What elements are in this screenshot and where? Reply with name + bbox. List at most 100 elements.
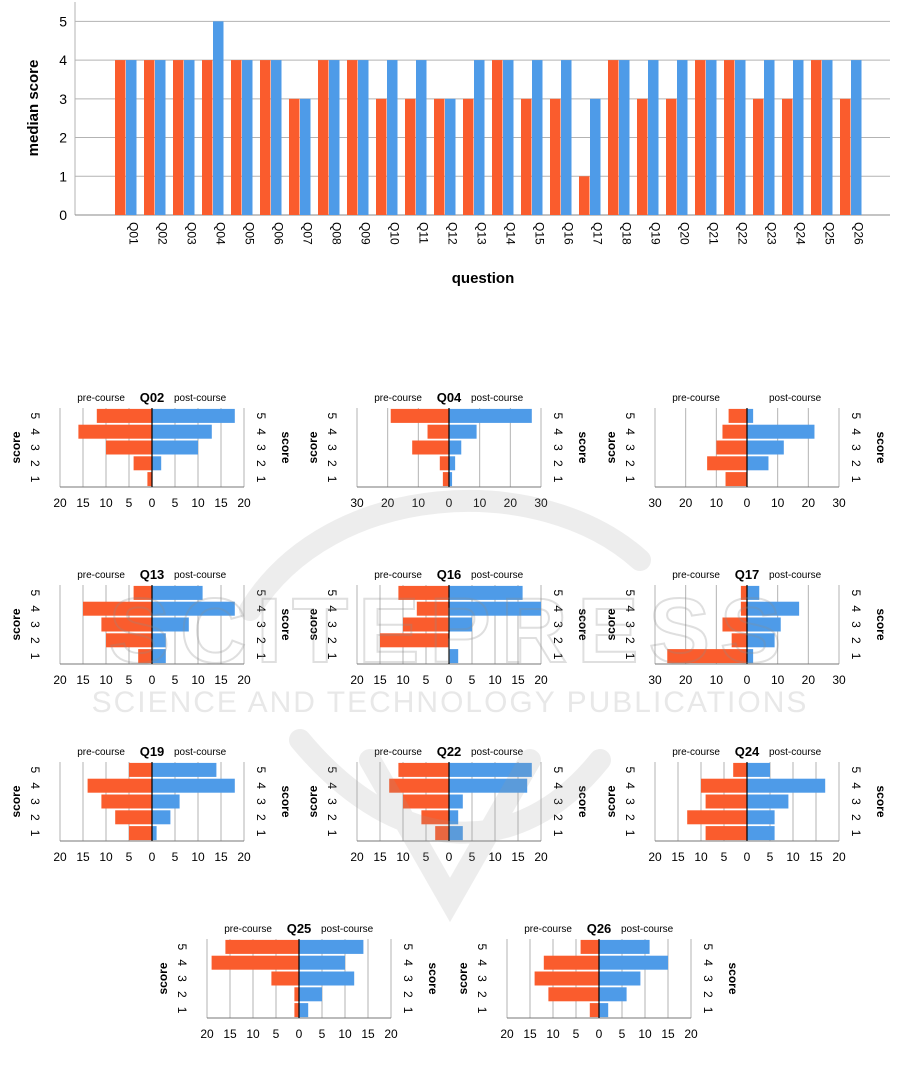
pyramid-score-label-right: 2 [254, 460, 268, 467]
pyramid-bar-pre [728, 408, 747, 423]
pyramid-x-tick-label: 30 [534, 496, 548, 508]
pyramid-score-label-right: 2 [551, 460, 565, 467]
pyramid-bar-pre [716, 440, 747, 455]
pyramid-x-tick-label: 10 [191, 673, 205, 685]
pyramid-bar-pre [733, 762, 747, 777]
main-x-tick-label: Q20 [678, 222, 692, 245]
pyramid-y-axis-label-left: score [604, 431, 618, 463]
pyramid-bar-pre [740, 585, 747, 600]
pyramid-score-label-left: 2 [325, 460, 339, 467]
pyramid-score-label-right: 3 [849, 621, 863, 628]
pyramid-bar-post [299, 1003, 309, 1018]
main-x-tick-label: Q19 [649, 222, 663, 245]
main-bar-series-2 [358, 60, 369, 215]
pyramid-x-tick-label: 10 [710, 496, 724, 508]
main-x-tick-label: Q10 [388, 222, 402, 245]
pyramid-bar-pre [380, 633, 449, 648]
pyramid-title: Q24 [735, 744, 760, 759]
pyramid-score-label-left: 2 [28, 814, 42, 821]
pyramid-bar-pre [439, 456, 449, 471]
main-x-tick-label: Q16 [562, 222, 576, 245]
pyramid-bar-pre [211, 955, 299, 970]
pyramid-x-tick-label: 15 [523, 1027, 537, 1039]
main-bar-series-1 [521, 98, 532, 215]
pyramid-score-label-left: 2 [623, 637, 637, 644]
pyramid-x-tick-label: 30 [648, 496, 662, 508]
main-x-tick-label: Q08 [330, 222, 344, 245]
pyramid-score-label-left: 4 [325, 782, 339, 789]
main-x-tick-label: Q12 [446, 222, 460, 245]
pyramid-score-label-left: 3 [623, 444, 637, 451]
main-bar-series-2 [822, 60, 833, 215]
pyramid-chart-q22: 20 15 10 5 0 5 10 15 20 5 5 4 4 3 3 2 2 1 1 score score pre-c… [306, 744, 590, 862]
pyramid-x-tick-label: 15 [76, 673, 90, 685]
main-y-tick-label: 3 [59, 91, 67, 107]
pyramid-x-tick-label: 20 [53, 673, 67, 685]
pyramid-score-label-right: 3 [849, 798, 863, 805]
main-bar-series-2 [590, 98, 601, 215]
pyramid-bar-pre [705, 794, 747, 809]
pyramid-chart-q13: 20 15 10 5 0 5 10 15 20 5 5 4 4 3 3 2 2 1 1 score score pre-c… [9, 567, 293, 685]
pyramid-score-label-right: 2 [551, 814, 565, 821]
pyramid-bar-post [299, 955, 345, 970]
main-bar-series-2 [677, 60, 688, 215]
pyramid-score-label-left: 4 [325, 605, 339, 612]
pyramid-bar-pre [87, 778, 152, 793]
pyramid-x-tick-label: 20 [200, 1027, 214, 1039]
pyramid-bar-pre [398, 585, 449, 600]
pyramid-bar-post [599, 971, 641, 986]
main-x-tick-label: Q15 [533, 222, 547, 245]
pyramid-x-tick-label: 10 [396, 673, 410, 685]
pyramid-bar-post [152, 585, 203, 600]
pyramid-x-tick-label: 20 [237, 673, 251, 685]
pyramid-bar-pre [701, 778, 747, 793]
pyramid-score-label-left: 5 [28, 590, 42, 597]
pyramid-bar-post [599, 955, 668, 970]
pyramid-bar-pre [294, 987, 299, 1002]
pyramid-bar-pre [390, 408, 449, 423]
pyramid-x-tick-label: 0 [446, 673, 453, 685]
pyramid-bar-pre [687, 810, 747, 825]
pyramid-y-axis-label-right: score [576, 608, 590, 640]
pyramid-score-label-left: 1 [475, 1007, 489, 1014]
pyramid-score-label-left: 4 [28, 428, 42, 435]
main-bar-series-2 [416, 60, 427, 215]
main-x-tick-label: Q14 [504, 222, 518, 245]
pyramid-score-label-right: 5 [551, 767, 565, 774]
pyramid-bar-post [449, 794, 463, 809]
pyramid-bar-post [747, 826, 775, 841]
main-bar-series-1 [579, 176, 590, 215]
pyramid-x-tick-label: 10 [473, 496, 487, 508]
pyramid-chart-q25: 20 15 10 5 0 5 10 15 20 5 5 4 4 3 3 2 2 1 1 score score pre-c… [156, 921, 440, 1039]
pyramid-score-label-right: 4 [849, 782, 863, 789]
pyramid-score-label-right: 2 [701, 991, 715, 998]
main-x-tick-label: Q06 [272, 222, 286, 245]
pyramid-score-label-left: 2 [28, 460, 42, 467]
main-x-tick-label: Q09 [359, 222, 373, 245]
pyramid-x-tick-label: 15 [223, 1027, 237, 1039]
pyramid-bar-pre [96, 408, 152, 423]
pyramid-score-label-left: 5 [325, 590, 339, 597]
pyramid-x-tick-label: 20 [504, 496, 518, 508]
main-bar-series-1 [782, 98, 793, 215]
pyramid-bar-pre [271, 971, 299, 986]
pyramid-score-label-left: 1 [28, 830, 42, 837]
pyramid-x-tick-label: 20 [679, 496, 693, 508]
pyramid-title: Q13 [140, 567, 165, 582]
pyramid-score-label-right: 2 [849, 814, 863, 821]
pyramid-y-axis-label-left: score [604, 608, 618, 640]
pyramid-bar-post [449, 601, 541, 616]
pyramid-score-label-left: 5 [623, 413, 637, 420]
pyramid-pre-course-label: pre-course [374, 570, 422, 581]
pyramid-y-axis-label-right: score [576, 785, 590, 817]
main-y-tick-label: 2 [59, 130, 67, 146]
pyramid-bar-post [449, 456, 456, 471]
main-y-tick-label: 4 [59, 52, 67, 68]
pyramid-x-tick-label: 30 [350, 496, 364, 508]
pyramid-x-tick-label: 5 [573, 1027, 580, 1039]
pyramid-bar-pre [83, 601, 152, 616]
main-bar-series-1 [666, 98, 677, 215]
main-y-tick-label: 5 [59, 13, 67, 29]
pyramid-score-label-left: 1 [623, 653, 637, 660]
main-x-tick-label: Q22 [736, 222, 750, 245]
